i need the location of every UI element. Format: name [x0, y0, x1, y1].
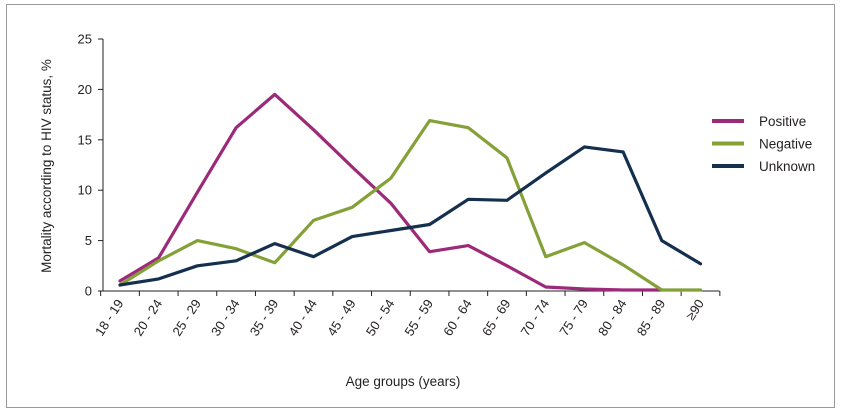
x-tick-label: 60 - 64: [440, 296, 475, 338]
x-tick-label: 18 - 19: [92, 296, 127, 338]
x-tick-label: 85 - 89: [634, 296, 669, 338]
x-tick-label: 45 - 49: [324, 296, 359, 338]
x-tick-label: 25 - 29: [169, 296, 204, 338]
y-tick-label: 5: [85, 233, 92, 248]
series-line-unknown: [118, 145, 703, 287]
series-line-negative: [118, 119, 703, 292]
x-tick-label: 65 - 69: [479, 296, 514, 338]
legend-label-positive: Positive: [759, 114, 806, 129]
y-ticks: 0 5 10 15 20 25: [78, 32, 103, 299]
series-line-positive: [118, 92, 664, 292]
chart-frame: [6, 4, 835, 408]
y-tick-label: 10: [78, 183, 92, 198]
x-tick-label: ≥90: [683, 296, 707, 322]
legend-label-unknown: Unknown: [759, 159, 815, 174]
legend-label-negative: Negative: [759, 137, 812, 152]
x-tick-label: 30 - 34: [208, 296, 243, 338]
y-tick-label: 20: [78, 82, 92, 97]
y-tick-label: 0: [85, 284, 92, 299]
x-ticks: 18 - 19 20 - 24 25 - 29 30 - 34 35 - 39 40 - …: [92, 291, 721, 339]
y-axis-title: Mortality according to HIV status, %: [39, 59, 54, 273]
x-tick-label: 55 - 59: [401, 296, 436, 338]
y-tick-label: 25: [78, 32, 92, 47]
x-tick-label: 80 - 84: [595, 296, 630, 338]
x-axis-title: Age groups (years): [346, 374, 461, 389]
x-tick-label: 50 - 54: [363, 296, 398, 338]
x-tick-label: 70 - 74: [518, 296, 553, 338]
series-lines: [118, 92, 703, 292]
x-tick-label: 20 - 24: [131, 296, 166, 338]
legend: Positive Negative Unknown: [712, 114, 815, 174]
y-tick-label: 15: [78, 132, 92, 147]
x-tick-label: 40 - 44: [285, 296, 320, 338]
axes: [102, 39, 720, 292]
x-tick-label: 35 - 39: [247, 296, 282, 338]
x-tick-label: 75 - 79: [556, 296, 591, 338]
